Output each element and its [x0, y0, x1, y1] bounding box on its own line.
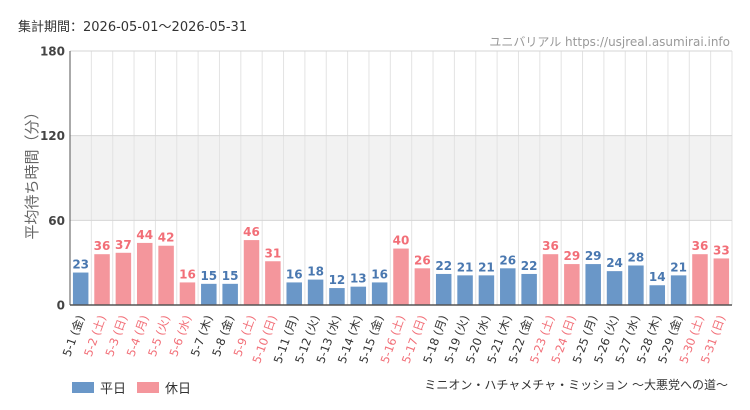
- bar: [222, 283, 238, 305]
- bar: [435, 273, 452, 305]
- shaded-band: [70, 135, 732, 221]
- data-label: 44: [136, 228, 153, 242]
- legend-holiday-label: 休日: [165, 382, 192, 397]
- bar: [414, 268, 431, 305]
- data-label: 24: [606, 256, 623, 270]
- bar: [713, 258, 730, 305]
- data-label: 42: [158, 231, 175, 245]
- data-label: 36: [94, 239, 111, 253]
- data-label: 28: [628, 250, 645, 264]
- legend-holiday-swatch: [137, 382, 159, 393]
- bars: [72, 240, 730, 305]
- data-label: 21: [457, 260, 474, 274]
- bar: [500, 268, 516, 305]
- data-label: 37: [115, 238, 132, 252]
- data-label: 29: [563, 249, 580, 263]
- bar: [564, 264, 580, 305]
- period-label: 集計期間：2026-05-01～2026-05-31: [18, 20, 248, 35]
- data-label: 31: [265, 246, 282, 260]
- data-label: 12: [329, 273, 346, 287]
- y-axis-title: 平均待ち時間（分）: [23, 104, 41, 239]
- attraction-name: ミニオン・ハチャメチャ・ミッション ～大悪党への道～: [424, 378, 728, 392]
- bar: [628, 265, 644, 305]
- data-label: 22: [521, 259, 538, 273]
- legend-weekday: 平日: [72, 378, 126, 397]
- bar: [243, 240, 260, 305]
- data-label: 33: [713, 243, 730, 257]
- grid-lines: [69, 50, 733, 306]
- data-label: 46: [243, 225, 260, 239]
- legend-weekday-label: 平日: [100, 382, 127, 397]
- data-label: 29: [585, 249, 602, 263]
- legend-weekday-swatch: [72, 382, 94, 393]
- bar: [307, 279, 324, 305]
- data-label: 21: [478, 260, 495, 274]
- data-label: 22: [435, 259, 452, 273]
- data-label: 16: [371, 267, 388, 281]
- y-tick-label: 60: [48, 214, 65, 228]
- data-label: 13: [350, 272, 367, 286]
- data-label: 21: [670, 260, 687, 274]
- data-label: 15: [200, 269, 217, 283]
- bar: [201, 283, 217, 305]
- data-labels: 23 36 37 44 42 16 15 15 46 31 16 18 12 13 16 40 26 22 21 21…: [72, 225, 729, 287]
- bar: [371, 282, 388, 305]
- data-label: 36: [542, 239, 559, 253]
- bar: [478, 275, 495, 305]
- bar: [606, 271, 623, 305]
- bar: [158, 245, 174, 305]
- bar: [457, 275, 473, 305]
- plot-background: [70, 135, 732, 221]
- bar: [542, 254, 559, 305]
- data-label: 14: [649, 270, 666, 284]
- source-label: ユニバリアル https://usjreal.asumirai.info: [489, 35, 730, 49]
- bar: [393, 248, 409, 305]
- data-label: 18: [307, 265, 324, 279]
- data-label: 16: [286, 267, 303, 281]
- bar: [265, 261, 281, 305]
- y-tick-label: 180: [40, 45, 65, 59]
- bar: [521, 273, 537, 305]
- data-label: 15: [222, 269, 239, 283]
- data-label: 26: [499, 253, 516, 267]
- y-tick-label: 120: [40, 129, 65, 143]
- data-label: 40: [393, 234, 410, 248]
- data-label: 23: [72, 258, 89, 272]
- bar: [115, 252, 132, 305]
- y-tick-label: 0: [57, 299, 65, 313]
- bar: [692, 254, 708, 305]
- bar: [585, 264, 601, 305]
- data-label: 36: [692, 239, 709, 253]
- data-label: 16: [179, 267, 196, 281]
- bar: [179, 282, 196, 305]
- data-label: 26: [414, 253, 431, 267]
- bar: [670, 275, 687, 305]
- axes: [69, 51, 732, 306]
- bar: [136, 242, 153, 305]
- bar: [350, 286, 367, 305]
- bar: [94, 254, 110, 305]
- bar: [72, 272, 89, 305]
- legend-holiday: 休日: [137, 378, 191, 397]
- bar: [649, 285, 666, 305]
- bar: [286, 282, 302, 305]
- bar: [329, 288, 345, 305]
